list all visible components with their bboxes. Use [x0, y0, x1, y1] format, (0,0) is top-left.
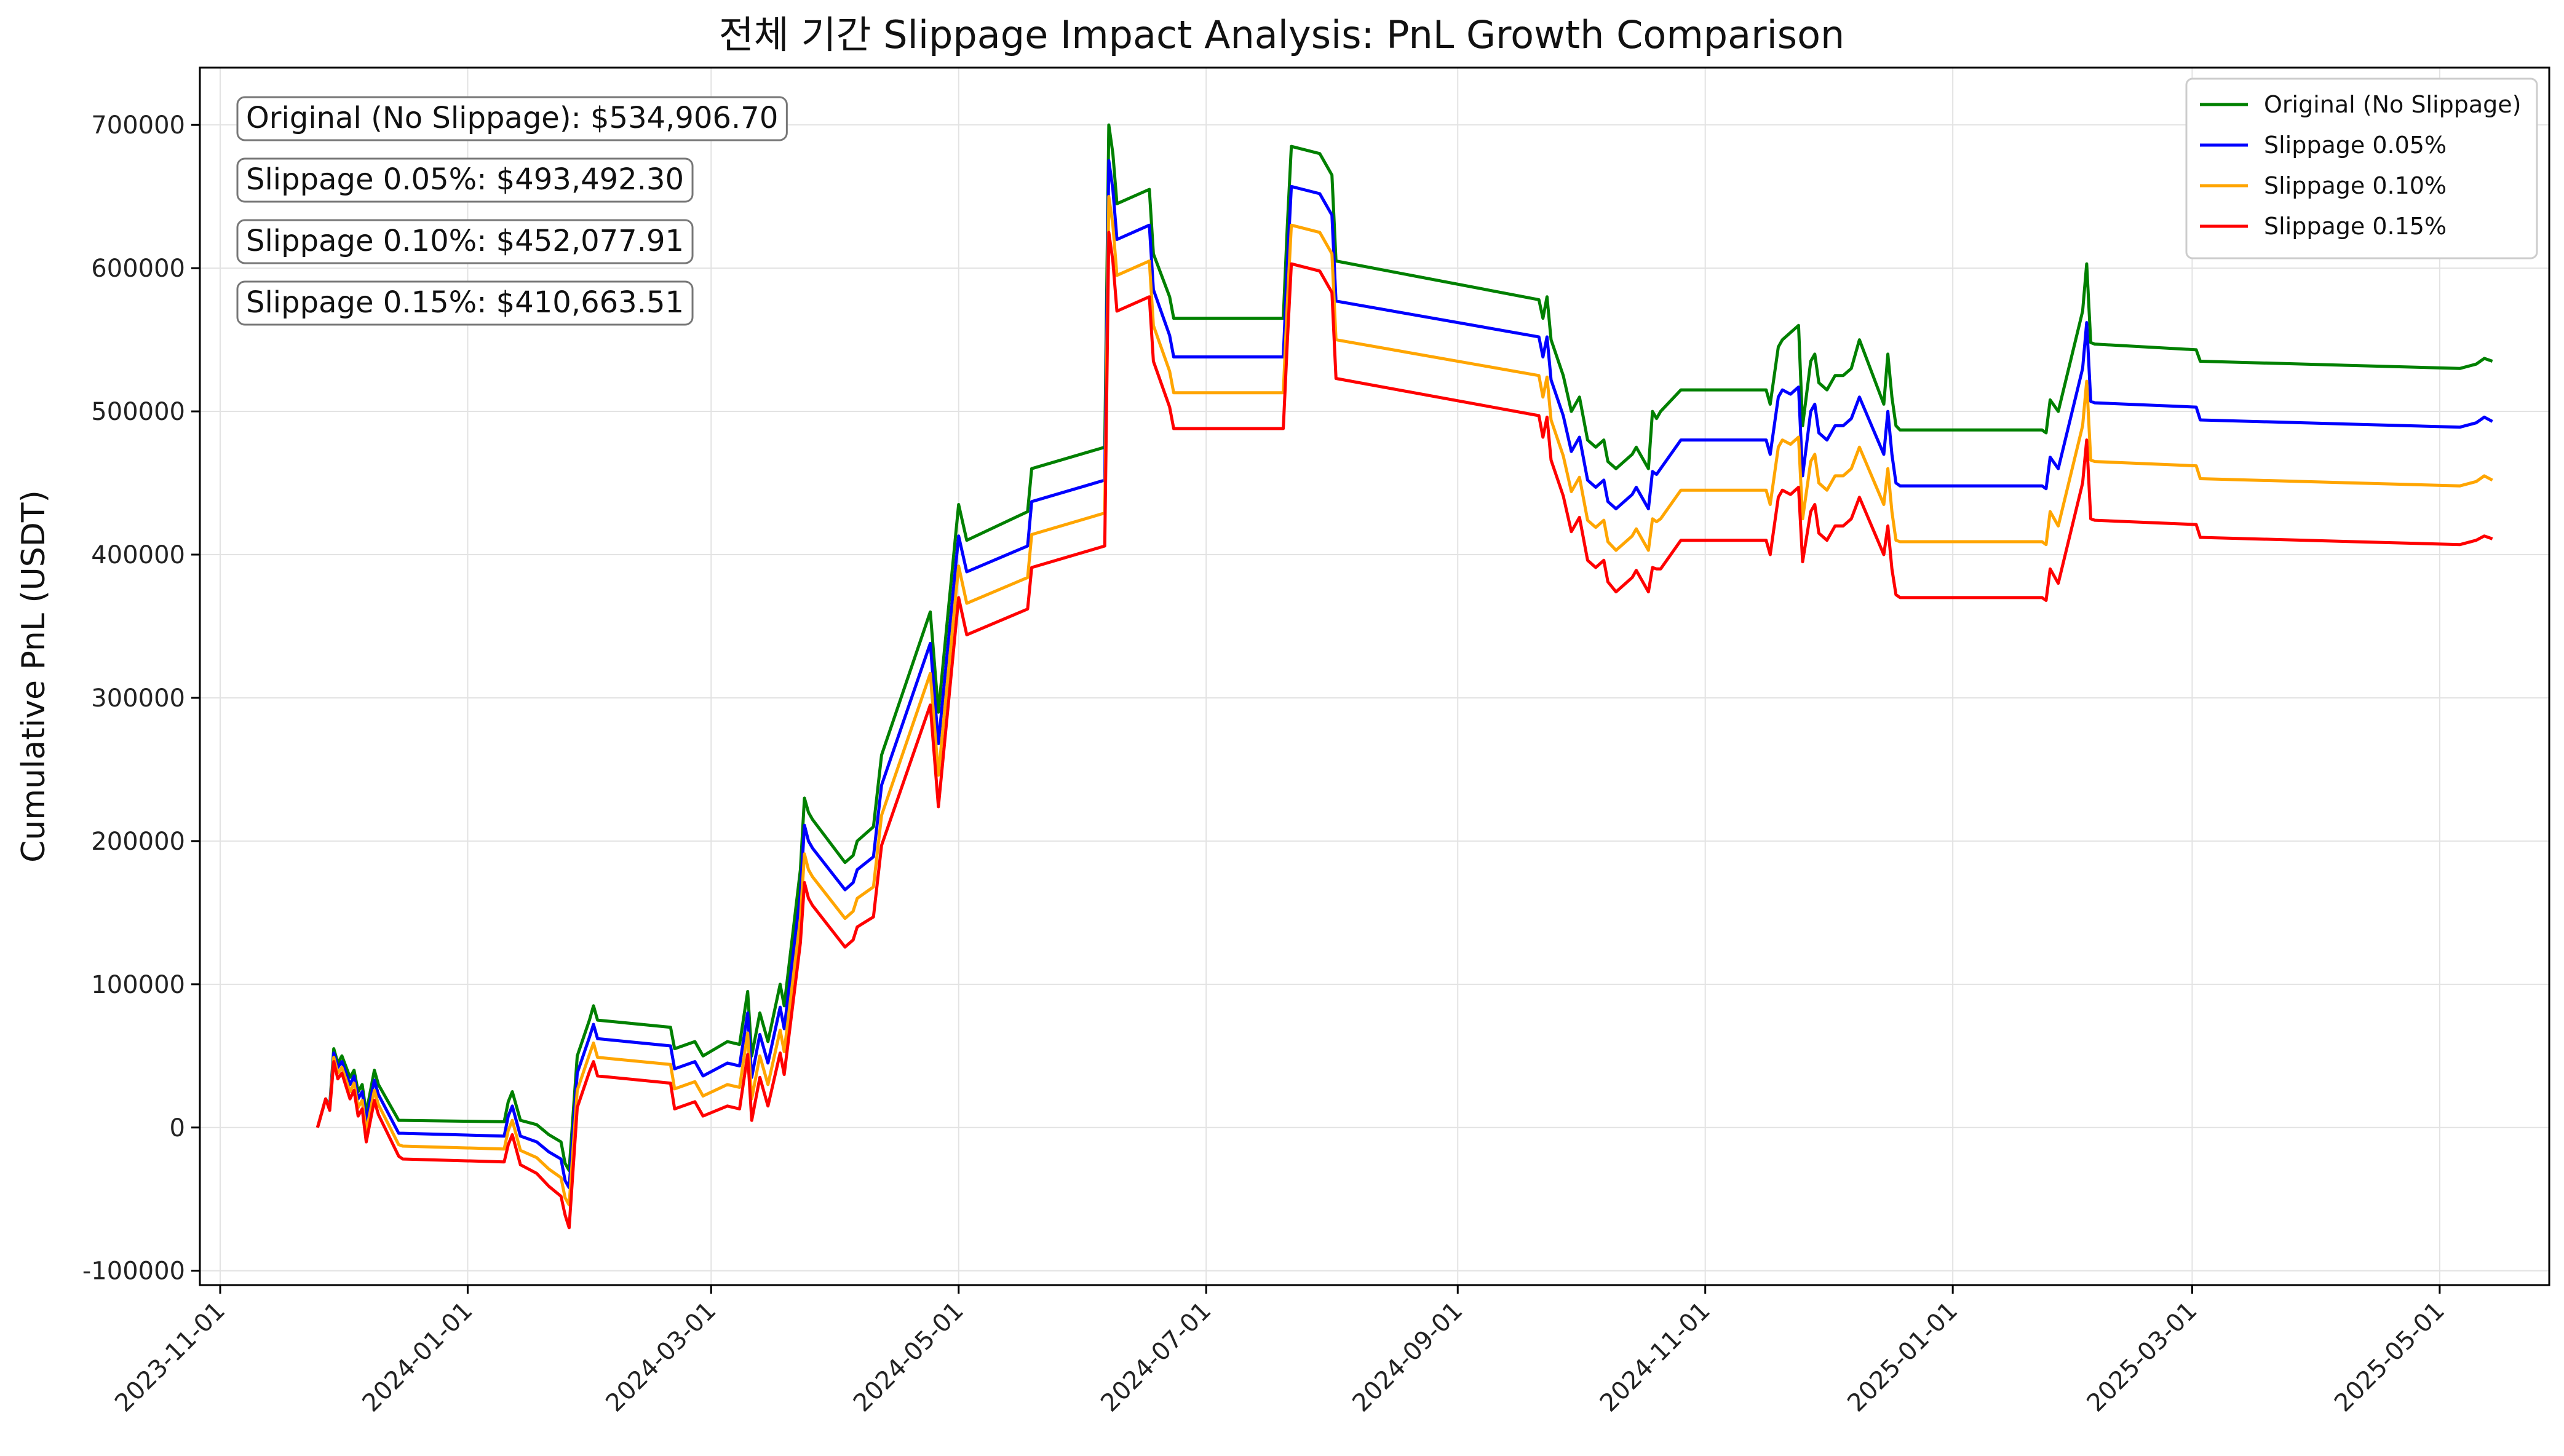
x-tick-label: 2025-03-01 — [2082, 1297, 2203, 1418]
series-line-2 — [316, 195, 2493, 1207]
y-tick-label: -100000 — [82, 1257, 185, 1286]
annotation-box: Original (No Slippage): $534,906.70 — [236, 96, 788, 141]
series-line-1 — [316, 159, 2493, 1190]
y-tick-label: 100000 — [91, 971, 185, 999]
annotation-box: Slippage 0.15%: $410,663.51 — [236, 280, 694, 326]
x-axis: 2023-11-01 2024-01-01 2024-03-01 2024-05-01… — [109, 1285, 2450, 1417]
legend-frame — [2185, 77, 2538, 259]
annotation-frame — [236, 219, 694, 264]
x-tick-label: 2024-03-01 — [600, 1297, 721, 1418]
annotation-frame — [236, 96, 788, 141]
legend-label: Original (No Slippage) — [2264, 91, 2521, 118]
legend-label: Slippage 0.10% — [2264, 172, 2447, 199]
x-tick-label: 2024-07-01 — [1095, 1297, 1217, 1418]
x-tick-label: 2024-01-01 — [357, 1297, 478, 1418]
annotation-text: Slippage 0.10%: $452,077.91 — [246, 224, 684, 258]
annotation-box: Slippage 0.05%: $493,492.30 — [236, 157, 694, 203]
annotations: Original (No Slippage): $534,906.70 Slipp… — [236, 96, 788, 326]
y-tick-label: 500000 — [91, 398, 185, 426]
x-tick-label: 2025-01-01 — [1842, 1297, 1963, 1418]
chart-title: 전체 기간 Slippage Impact Analysis: PnL Grow… — [719, 12, 1845, 57]
annotation-frame — [236, 157, 694, 203]
x-tick-label: 2024-09-01 — [1347, 1297, 1468, 1418]
y-axis-title: Cumulative PnL (USDT) — [15, 490, 52, 863]
series-layer — [316, 123, 2493, 1230]
annotation-frame — [236, 280, 694, 326]
legend-label: Slippage 0.05% — [2264, 132, 2447, 159]
y-axis: -100000 0 100000 200000 300000 400000 500000 60… — [82, 111, 200, 1286]
annotation-box: Slippage 0.10%: $452,077.91 — [236, 219, 694, 264]
y-tick-label: 300000 — [91, 684, 185, 713]
annotation-text: Original (No Slippage): $534,906.70 — [246, 101, 778, 135]
x-tick-label: 2025-05-01 — [2329, 1297, 2450, 1418]
annotation-text: Slippage 0.05%: $493,492.30 — [246, 162, 684, 197]
y-tick-label: 400000 — [91, 541, 185, 569]
y-tick-label: 700000 — [91, 111, 185, 140]
plot-frame — [199, 66, 2550, 1286]
series-line-3 — [316, 231, 2493, 1230]
legend: Original (No Slippage) Slippage 0.05% Slip… — [2185, 77, 2538, 259]
annotation-text: Slippage 0.15%: $410,663.51 — [246, 285, 684, 320]
series-line-0 — [316, 123, 2493, 1173]
legend-label: Slippage 0.15% — [2264, 213, 2447, 240]
x-tick-label: 2024-05-01 — [848, 1297, 969, 1418]
grid — [200, 68, 2549, 1285]
y-tick-label: 0 — [170, 1114, 185, 1142]
y-tick-label: 600000 — [91, 255, 185, 283]
x-tick-label: 2023-11-01 — [109, 1297, 231, 1418]
y-tick-label: 200000 — [91, 828, 185, 856]
x-tick-label: 2024-11-01 — [1595, 1297, 1716, 1418]
